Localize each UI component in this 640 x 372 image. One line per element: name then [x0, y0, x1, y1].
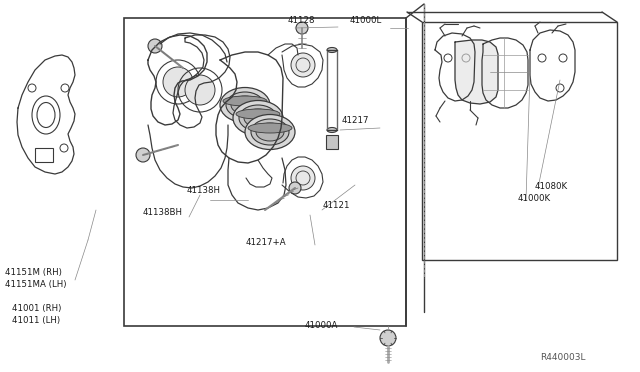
Ellipse shape — [220, 87, 270, 122]
Text: 41138BH: 41138BH — [143, 208, 183, 217]
Ellipse shape — [245, 115, 295, 150]
Ellipse shape — [327, 128, 337, 132]
Ellipse shape — [327, 48, 337, 52]
Ellipse shape — [223, 96, 267, 106]
Text: 41011 (LH): 41011 (LH) — [12, 315, 60, 324]
Text: 41001 (RH): 41001 (RH) — [12, 304, 61, 312]
Text: 41000K: 41000K — [518, 193, 551, 202]
Circle shape — [291, 53, 315, 77]
Circle shape — [185, 75, 215, 105]
Bar — [35, 148, 53, 162]
Ellipse shape — [256, 123, 284, 141]
Text: 41121: 41121 — [323, 201, 351, 209]
Text: 41217: 41217 — [342, 115, 369, 125]
Ellipse shape — [239, 105, 277, 131]
Circle shape — [296, 22, 308, 34]
Bar — [422, 22, 617, 260]
Circle shape — [163, 67, 193, 97]
Ellipse shape — [248, 123, 292, 133]
Circle shape — [289, 182, 301, 194]
Ellipse shape — [226, 92, 264, 118]
Bar — [326, 135, 338, 149]
Circle shape — [380, 330, 396, 346]
Ellipse shape — [244, 109, 272, 127]
Text: 41217+A: 41217+A — [246, 237, 287, 247]
Circle shape — [291, 166, 315, 190]
Ellipse shape — [233, 100, 283, 135]
Text: 41000L: 41000L — [350, 16, 382, 25]
Circle shape — [136, 148, 150, 162]
Text: 41151MA (LH): 41151MA (LH) — [5, 280, 67, 289]
Polygon shape — [455, 40, 498, 104]
Text: 41138H: 41138H — [187, 186, 221, 195]
Ellipse shape — [251, 119, 289, 145]
Bar — [124, 18, 406, 326]
Ellipse shape — [231, 96, 259, 114]
Ellipse shape — [236, 109, 280, 119]
Text: R440003L: R440003L — [540, 353, 586, 362]
Text: 41080K: 41080K — [535, 182, 568, 190]
Text: 41000A: 41000A — [305, 321, 339, 330]
Text: 41128: 41128 — [288, 16, 316, 25]
Text: 41151M (RH): 41151M (RH) — [5, 269, 62, 278]
Circle shape — [148, 39, 162, 53]
